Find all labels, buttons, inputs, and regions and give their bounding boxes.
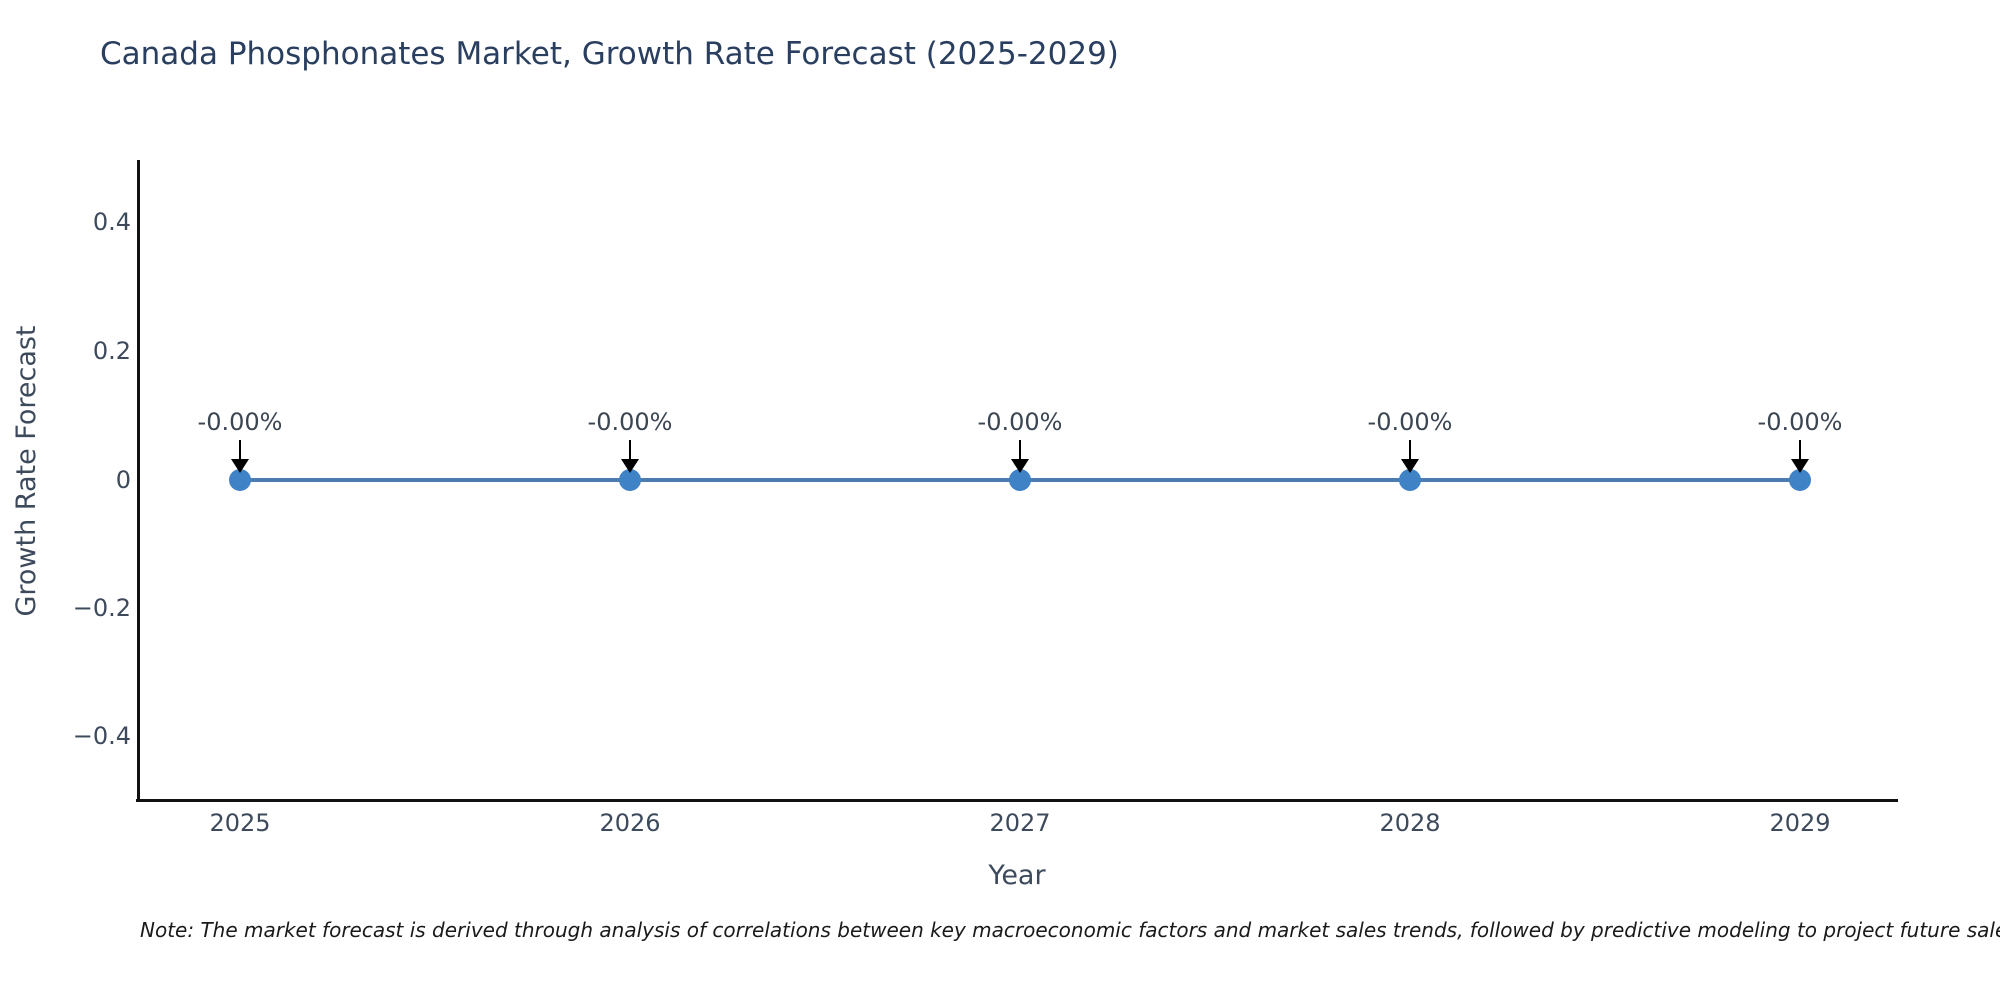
x-tick-label: 2026: [599, 809, 661, 837]
y-tick-label: −0.2: [72, 594, 131, 622]
data-point-2025: [229, 469, 251, 491]
x-axis-line: [136, 799, 1898, 802]
data-point-2026: [619, 469, 641, 491]
annotation-arrow-shaft: [239, 440, 241, 461]
annotation-arrow-down-icon: [621, 459, 639, 473]
x-axis-title: Year: [988, 860, 1046, 891]
data-point-2029: [1789, 469, 1811, 491]
annotation-arrow-shaft: [1019, 440, 1021, 461]
annotation-arrow-down-icon: [1791, 459, 1809, 473]
y-axis-line: [137, 160, 140, 802]
annotation-arrow-down-icon: [1401, 459, 1419, 473]
y-tick-label: 0.4: [92, 208, 131, 236]
annotation-arrow-down-icon: [1011, 459, 1029, 473]
annotation-arrow-shaft: [629, 440, 631, 461]
point-annotation-label: -0.00%: [1757, 408, 1843, 436]
data-point-2027: [1009, 469, 1031, 491]
annotation-arrow-shaft: [1799, 440, 1801, 461]
x-tick-label: 2025: [209, 809, 271, 837]
x-tick-label: 2029: [1769, 809, 1831, 837]
chart-title: Canada Phosphonates Market, Growth Rate …: [100, 36, 1119, 72]
point-annotation-label: -0.00%: [197, 408, 283, 436]
x-tick-label: 2028: [1379, 809, 1441, 837]
y-tick-label: 0: [115, 466, 131, 494]
annotation-arrow-down-icon: [231, 459, 249, 473]
annotation-arrow-shaft: [1409, 440, 1411, 461]
data-point-2028: [1399, 469, 1421, 491]
point-annotation-label: -0.00%: [977, 408, 1063, 436]
y-axis-title: Growth Rate Forecast: [11, 325, 42, 617]
x-tick-label: 2027: [989, 809, 1051, 837]
y-tick-label: −0.4: [72, 722, 131, 750]
point-annotation-label: -0.00%: [587, 408, 673, 436]
point-annotation-label: -0.00%: [1367, 408, 1453, 436]
footnote: Note: The market forecast is derived thr…: [140, 918, 2000, 942]
y-tick-label: 0.2: [92, 337, 131, 365]
